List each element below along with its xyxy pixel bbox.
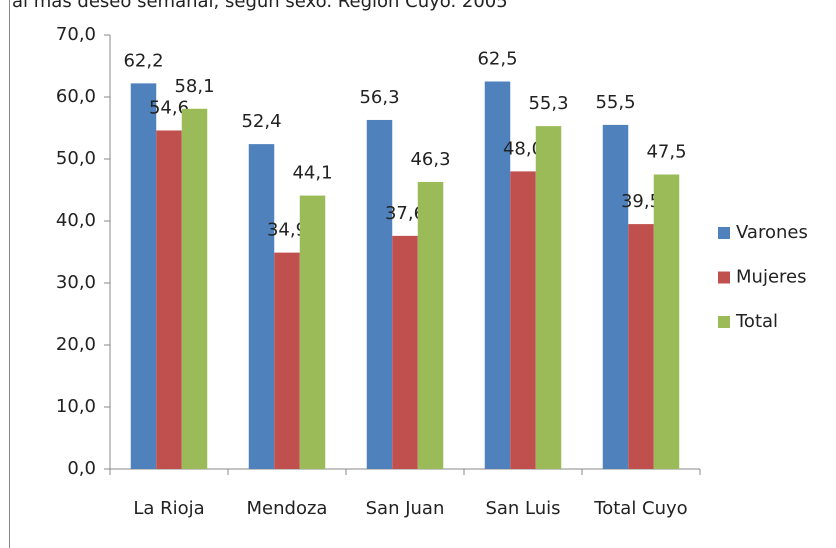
bar (392, 235, 418, 469)
bar (156, 130, 182, 470)
bar (535, 126, 562, 469)
value-label: 62,2 (123, 50, 163, 71)
legend-swatch (718, 271, 730, 284)
value-label: 58,1 (174, 76, 214, 97)
value-label: 34,9 (267, 220, 307, 241)
value-label: 55,5 (595, 92, 635, 113)
value-label: 48,0 (503, 138, 543, 159)
legend-swatch (718, 316, 730, 328)
value-label: 54,6 (149, 97, 189, 118)
x-tick-label: Mendoza (247, 498, 328, 519)
y-tick-label: 20,0 (56, 334, 96, 355)
value-label: 52,4 (241, 111, 281, 132)
value-label: 37,6 (385, 203, 425, 224)
value-label: 56,3 (359, 87, 399, 108)
chart-title: al más deseo semanal, según sexo. Región… (12, 0, 508, 12)
value-label: 55,3 (528, 93, 568, 114)
x-tick-label: La Rioja (133, 498, 204, 519)
y-tick-label: 50,0 (56, 148, 96, 169)
value-label: 44,1 (292, 163, 332, 184)
y-tick-label: 40,0 (56, 210, 96, 231)
x-tick-label: San Luis (485, 498, 560, 519)
legend-label: Varones (736, 222, 808, 243)
bar (130, 83, 157, 470)
bar (484, 81, 511, 469)
y-tick-label: 10,0 (56, 396, 96, 417)
y-tick-label: 60,0 (56, 86, 96, 107)
legend-label: Total (735, 311, 778, 332)
y-tick-label: 0,0 (67, 458, 96, 479)
legend-swatch (718, 227, 730, 239)
bar (628, 224, 654, 469)
bar (653, 174, 680, 469)
bar (248, 144, 275, 469)
x-tick-label: Total Cuyo (593, 498, 687, 519)
bar (299, 195, 326, 469)
bar (417, 181, 444, 469)
y-tick-label: 70,0 (56, 24, 96, 45)
bar (602, 124, 629, 470)
bar (510, 171, 536, 469)
value-label: 46,3 (410, 149, 450, 170)
bar (366, 119, 393, 469)
x-tick-label: San Juan (366, 498, 445, 519)
value-label: 39,5 (621, 191, 661, 212)
bar (181, 108, 208, 469)
legend-label: Mujeres (736, 267, 806, 288)
y-tick-label: 30,0 (56, 272, 96, 293)
value-label: 47,5 (646, 142, 686, 163)
value-label: 62,5 (477, 49, 517, 70)
bar (274, 252, 300, 469)
